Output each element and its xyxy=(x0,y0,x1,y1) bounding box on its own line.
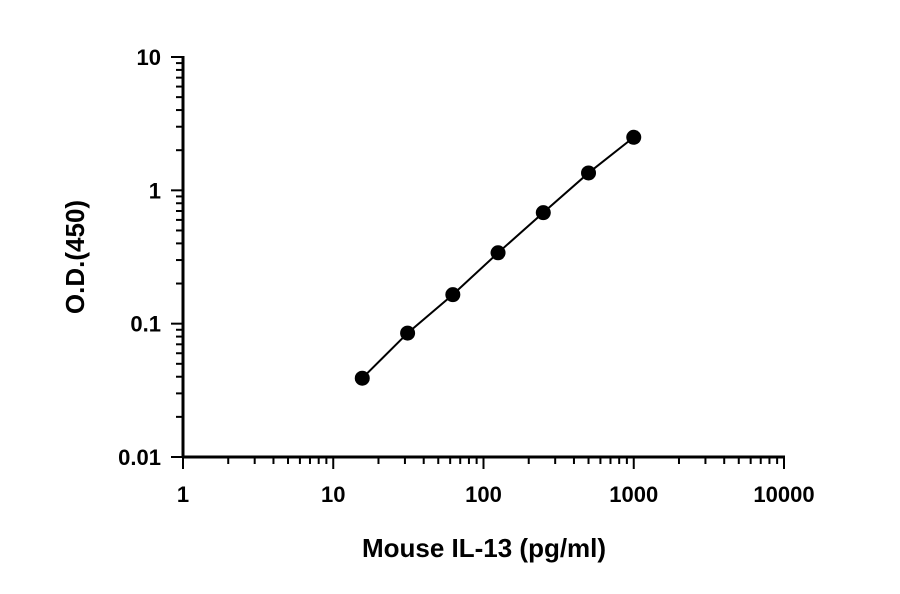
data-point xyxy=(490,245,506,261)
y-tick-label: 0.1 xyxy=(130,312,161,337)
x-tick-label: 1000 xyxy=(609,482,658,507)
ticks xyxy=(171,56,785,469)
y-tick-label: 0.01 xyxy=(118,445,161,470)
data-point xyxy=(626,129,642,145)
tick-labels: 1 10 100 1000 10000 0.01 0.1 1 10 xyxy=(118,45,814,507)
x-tick-label: 10 xyxy=(321,482,345,507)
x-tick-label: 100 xyxy=(465,482,502,507)
data-point xyxy=(354,370,370,386)
y-axis-title: O.D.(450) xyxy=(60,200,90,314)
data-point xyxy=(445,287,461,303)
x-tick-label: 1 xyxy=(177,482,189,507)
data-point xyxy=(400,325,416,341)
x-tick-label: 10000 xyxy=(753,482,814,507)
data-point xyxy=(535,205,551,221)
y-tick-label: 10 xyxy=(137,45,161,70)
x-axis-title: Mouse IL-13 (pg/ml) xyxy=(362,533,606,563)
y-tick-label: 1 xyxy=(149,178,161,203)
data-point xyxy=(581,165,597,181)
axes xyxy=(181,56,785,459)
data-points xyxy=(354,129,642,386)
